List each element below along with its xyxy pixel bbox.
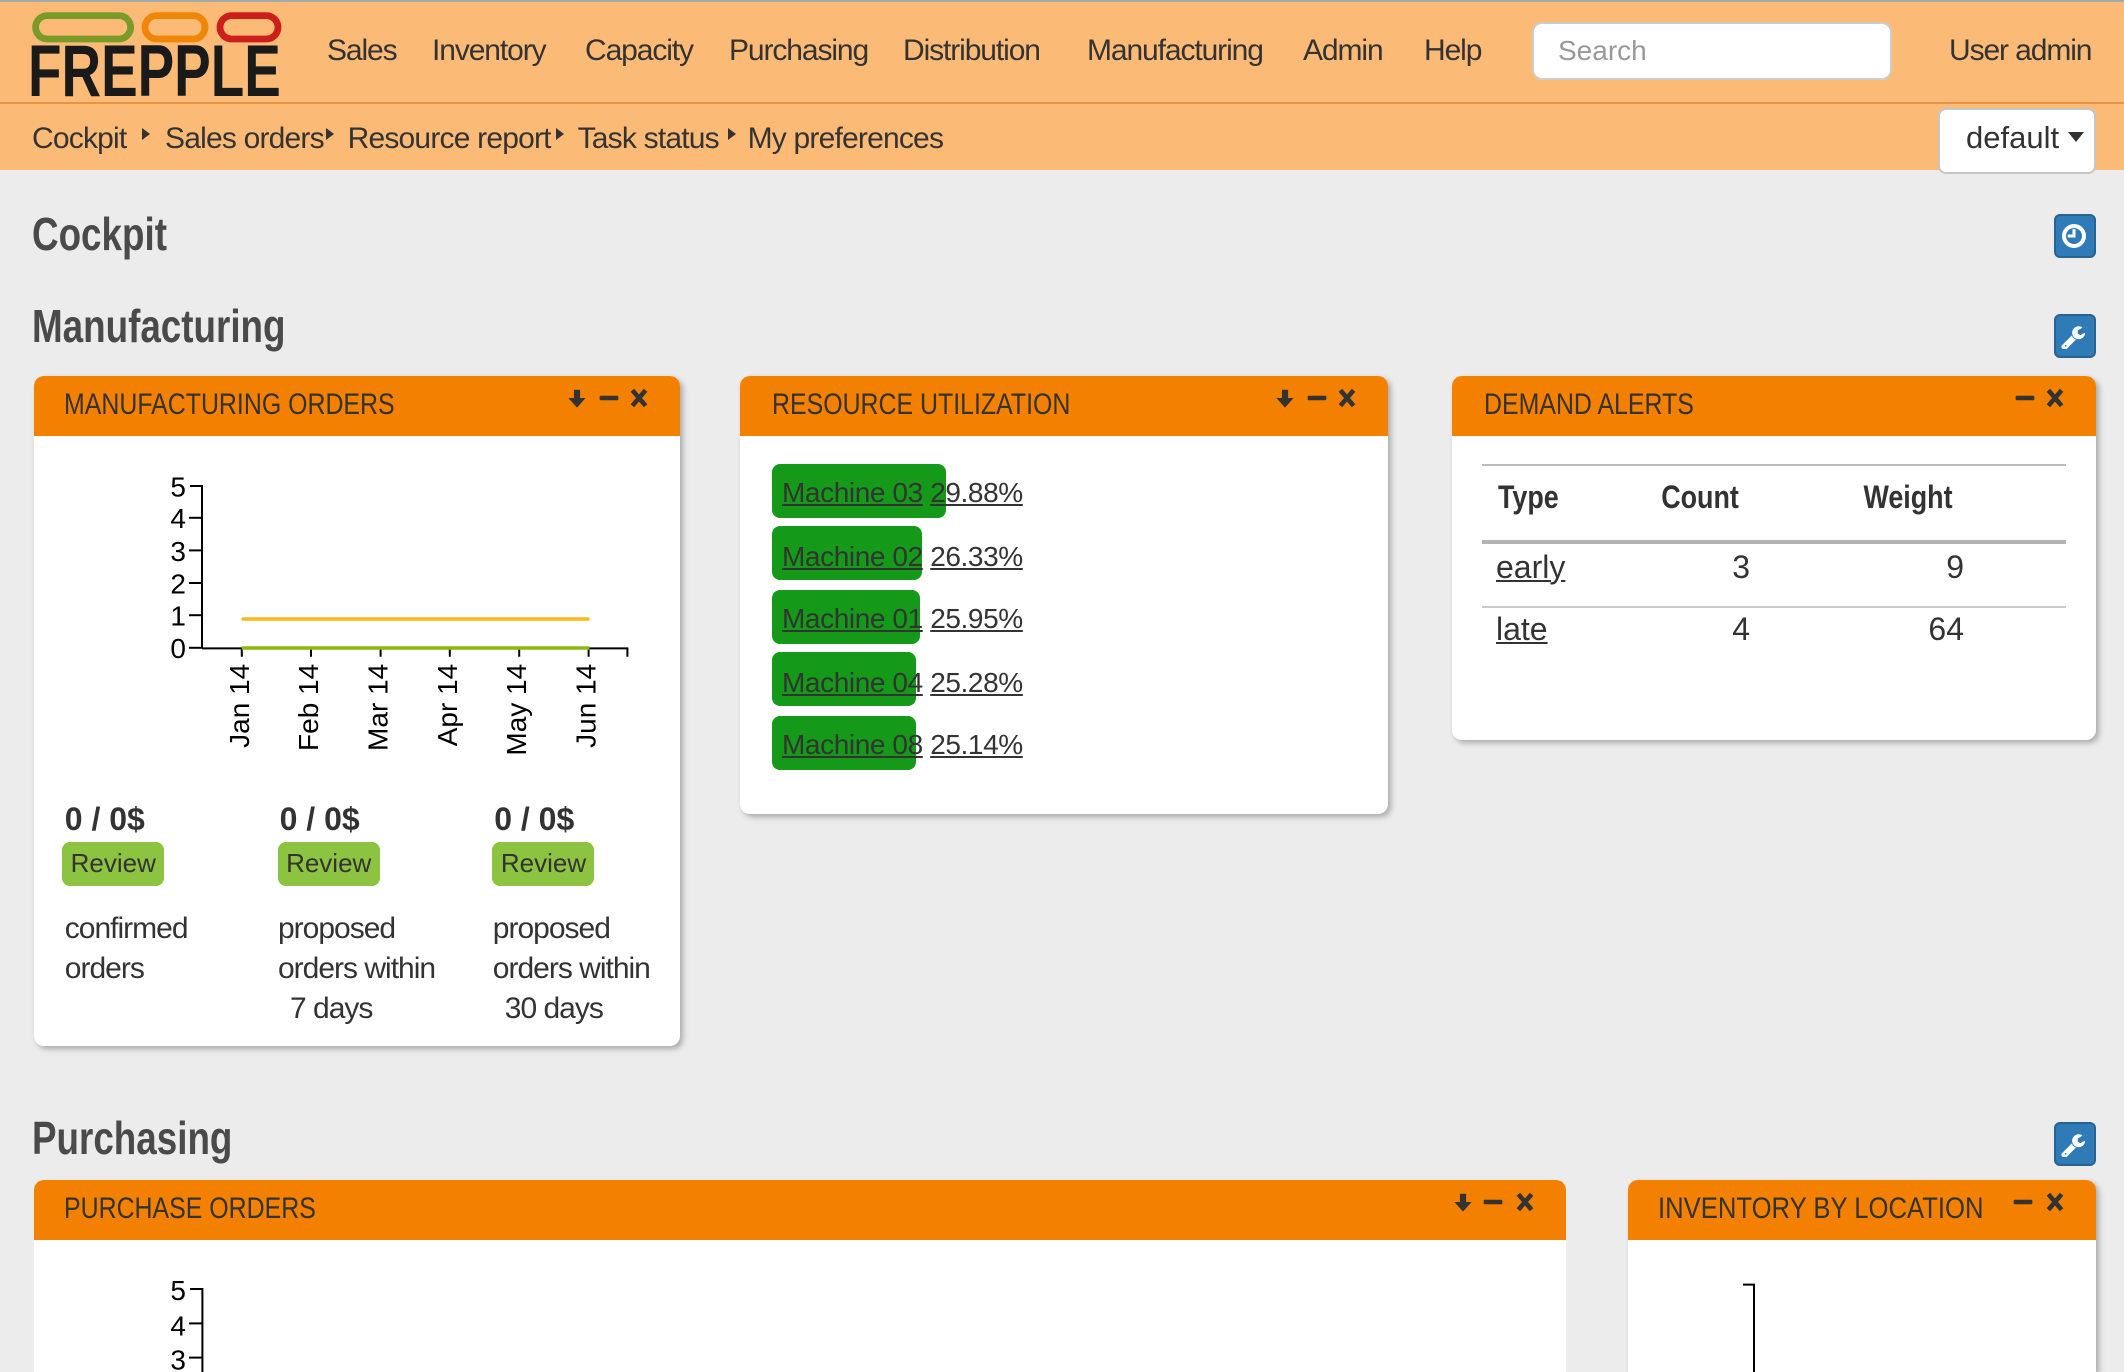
svg-text:May 14: May 14 [500,663,531,755]
svg-text:1: 1 [169,600,185,631]
svg-text:4: 4 [169,1309,185,1340]
svg-text:Feb 14: Feb 14 [292,663,323,750]
svg-text:Jan 14: Jan 14 [223,663,254,747]
svg-text:3: 3 [169,535,185,566]
svg-text:4: 4 [169,502,185,533]
svg-text:0: 0 [169,632,185,663]
svg-text:Apr 14: Apr 14 [431,663,462,746]
svg-text:5: 5 [169,470,185,501]
svg-text:Jun 14: Jun 14 [570,663,601,747]
svg-text:3: 3 [169,1344,185,1372]
svg-text:Mar 14: Mar 14 [362,663,393,750]
svg-text:5: 5 [169,1274,185,1305]
svg-text:2: 2 [169,567,185,598]
